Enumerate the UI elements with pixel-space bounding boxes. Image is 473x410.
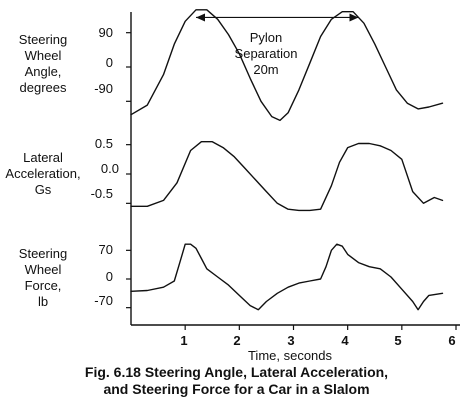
y-tick-label: -0.5 [90,186,113,201]
lateral-acceleration-series-line [130,141,444,212]
ylabel-line: Angle, [24,64,62,79]
ylabel-line: lb [37,294,49,309]
x-tick-label: 2 [233,333,241,348]
steering-force-series-line [130,243,444,311]
annotation-line: Pylon [249,30,283,45]
y-tick-label: 0.0 [100,161,119,176]
ylabel-line: Gs [34,182,52,197]
y-tick-label: 0 [105,55,113,70]
y-tick-label: 0.5 [94,136,113,151]
lateral-acceleration-ylabel: Lateral Acceleration, Gs [0,150,86,198]
ylabel-line: Lateral [23,150,63,165]
ylabel-line: Steering [18,246,68,261]
series-layer [130,9,444,311]
x-tick-label: 4 [341,333,349,348]
figure-caption-line-2: and Steering Force for a Car in a Slalom [103,381,370,397]
annotation-line: Separation [234,46,298,61]
steering-angle-ylabel: Steering Wheel Angle, degrees [0,32,86,96]
x-tick-label: 5 [394,333,402,348]
arrowhead-right [349,13,359,22]
arrowhead-left [196,13,205,22]
ylabel-line: Force, [24,278,62,293]
y-tick-label: -70 [94,293,113,308]
pylon-annotation: Pylon Separation 20m [222,30,310,78]
ylabel-line: Wheel [24,48,62,63]
ylabel-line: degrees [19,80,67,95]
y-tick-label: -90 [94,81,113,96]
annotation-line: 20m [253,62,279,77]
y-tick-label: 70 [98,242,113,257]
figure-caption-line-1: Fig. 6.18 Steering Angle, Lateral Accele… [84,364,389,380]
x-axis-label: Time, seconds [247,348,333,363]
steering-angle-series-line [130,9,444,122]
ylabel-line: Acceleration, [5,166,81,181]
y-tick-label: 0 [105,269,113,284]
y-tick-label: 90 [98,25,113,40]
x-tick-label: 1 [180,333,188,348]
steering-force-ylabel: Steering Wheel Force, lb [0,246,86,310]
x-tick-label: 6 [448,333,456,348]
x-tick-label: 3 [287,333,295,348]
annotation-layer [196,13,359,22]
ylabel-line: Wheel [24,262,62,277]
ylabel-line: Steering [18,32,68,47]
axes-layer [126,12,460,330]
